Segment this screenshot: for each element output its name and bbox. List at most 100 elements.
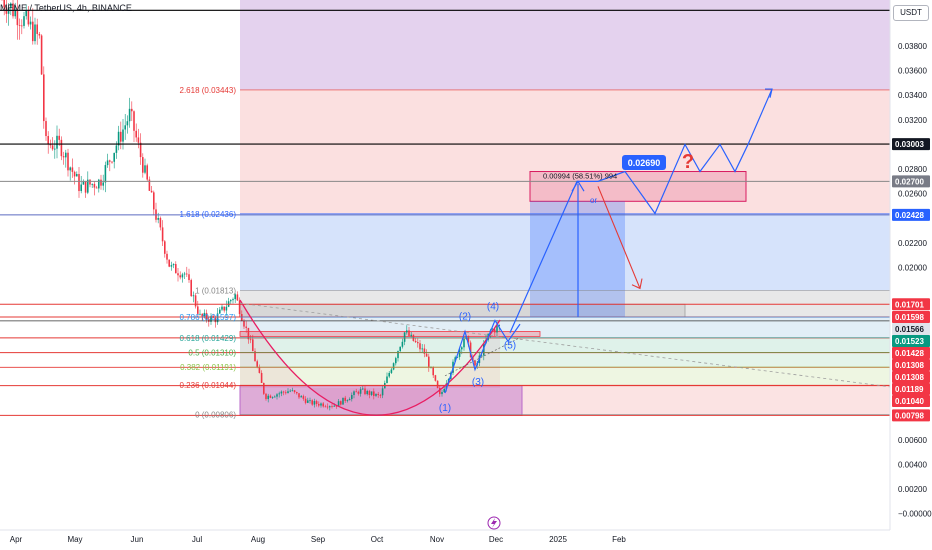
candle-body	[67, 152, 69, 171]
zone-fill-top	[240, 0, 890, 90]
candle-body	[430, 367, 432, 369]
candle-body	[146, 165, 148, 180]
candle-body	[348, 399, 351, 401]
price-tag-box	[892, 346, 930, 359]
candle-body	[370, 391, 373, 395]
x-tick-label: Sep	[311, 535, 326, 544]
candle-body	[161, 227, 164, 242]
y-tick-label: 0.02000	[898, 264, 927, 273]
candle-body	[21, 25, 23, 27]
candle-body	[494, 329, 496, 333]
candle-body	[58, 135, 60, 140]
candle-body	[32, 21, 34, 42]
price-tag-label: 0.01308	[895, 361, 924, 370]
candle-body	[256, 361, 258, 367]
time-axis-bg	[0, 530, 890, 550]
fib-label: 0.236 (0.01044)	[180, 381, 237, 390]
candle-body	[219, 309, 221, 314]
candle-body	[474, 360, 476, 366]
candle-body	[106, 160, 109, 166]
x-tick-label: Nov	[430, 535, 444, 544]
candle-body	[223, 306, 225, 311]
candle-body	[183, 273, 186, 275]
candle-body	[331, 406, 333, 407]
alt-scenario-label: or	[590, 196, 597, 205]
fib-label: 2.618 (0.03443)	[180, 86, 237, 95]
candle-body	[205, 312, 208, 320]
candle-body	[417, 342, 419, 344]
candle-body	[84, 181, 87, 193]
candle-body	[498, 325, 500, 327]
candle-body	[190, 280, 192, 297]
candle-body	[428, 356, 430, 368]
candle-body	[82, 181, 85, 185]
candle-body	[170, 265, 173, 267]
candle-body	[153, 192, 155, 210]
price-tag-box	[892, 175, 930, 188]
candle-body	[289, 390, 291, 392]
candle-body	[78, 174, 80, 192]
zone-fill-618	[240, 337, 890, 353]
candle-body	[441, 391, 443, 395]
candle-body	[425, 353, 428, 357]
candle-body	[47, 136, 49, 145]
candle-body	[14, 10, 16, 17]
candle-body	[410, 334, 412, 336]
y-tick-label: 0.03200	[898, 116, 927, 125]
price-axis-bg	[890, 0, 932, 550]
candle-body	[461, 347, 463, 350]
candle-body	[421, 348, 423, 350]
price-tag-box	[892, 138, 930, 151]
candle-body	[434, 375, 437, 381]
candle-body	[432, 367, 434, 376]
candle-body	[54, 148, 56, 150]
candle-body	[496, 326, 498, 333]
candle-body	[210, 316, 212, 322]
candle-body	[91, 183, 93, 185]
candle-body	[216, 313, 219, 323]
candle-body	[379, 394, 382, 396]
x-tick-label: 2025	[549, 535, 567, 544]
candle-body	[25, 10, 27, 17]
price-tag-label: 0.03003	[895, 140, 924, 149]
price-tag-label: 0.02700	[895, 177, 924, 186]
candle-body	[245, 326, 247, 328]
price-tag-box	[892, 370, 930, 383]
bearish-arrow-head	[631, 278, 643, 290]
candle-body	[124, 125, 126, 130]
candle-body	[419, 343, 421, 350]
candle-body	[27, 10, 30, 25]
candle-body	[320, 403, 322, 406]
fib-label: 0.5 (0.01310)	[188, 348, 236, 357]
candle-body	[278, 393, 280, 395]
lightning-icon	[491, 518, 497, 528]
candle-body	[144, 165, 146, 173]
question-mark: ?	[682, 151, 694, 173]
candle-body	[203, 312, 206, 317]
candle-body	[175, 264, 177, 274]
price-tags: 0.03003 0.02700 0.02428 0.01701 0.01598 0.015…	[892, 138, 930, 422]
candle-body	[329, 406, 331, 408]
elliott-wave-path	[444, 319, 521, 394]
candle-body	[333, 405, 335, 407]
candle-body	[436, 380, 439, 388]
candle-body	[271, 396, 274, 398]
price-tag-label: 0.01523	[895, 337, 924, 346]
candle-body	[351, 395, 353, 400]
candle-body	[344, 397, 346, 401]
x-tick-label: Apr	[10, 535, 23, 544]
zone-fill-236	[240, 385, 890, 415]
candle-body	[353, 391, 355, 396]
candle-body	[100, 179, 102, 186]
fib-label: 1.618 (0.02436)	[180, 210, 237, 219]
currency-unit-button[interactable]: USDT	[893, 5, 929, 21]
candle-body	[368, 390, 371, 395]
price-tag-label: 0.01701	[895, 300, 924, 309]
zone-fill-5	[240, 352, 890, 368]
candle-body	[40, 35, 43, 75]
candle-body	[113, 152, 115, 162]
candle-body	[10, 3, 12, 8]
candle-body	[3, 0, 5, 8]
candle-body	[375, 393, 377, 396]
